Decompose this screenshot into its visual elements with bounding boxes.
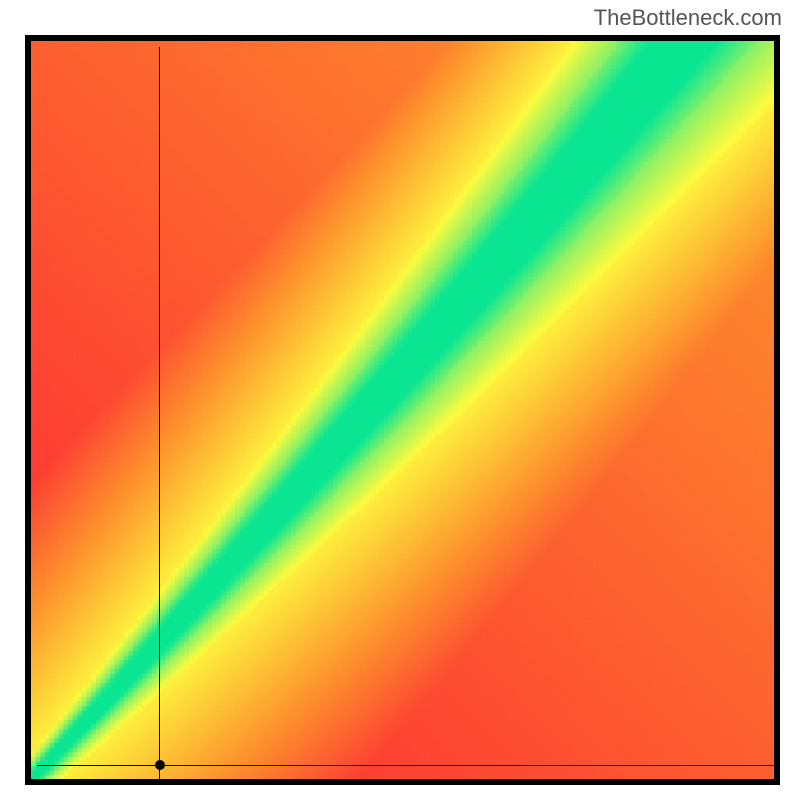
chart-container: TheBottleneck.com bbox=[0, 0, 800, 800]
crosshair-vertical bbox=[159, 47, 160, 785]
heatmap-canvas bbox=[31, 41, 774, 779]
attribution-text: TheBottleneck.com bbox=[594, 5, 782, 31]
crosshair-horizontal bbox=[37, 765, 780, 766]
heatmap-plot bbox=[25, 35, 780, 785]
marker-point bbox=[155, 760, 165, 770]
